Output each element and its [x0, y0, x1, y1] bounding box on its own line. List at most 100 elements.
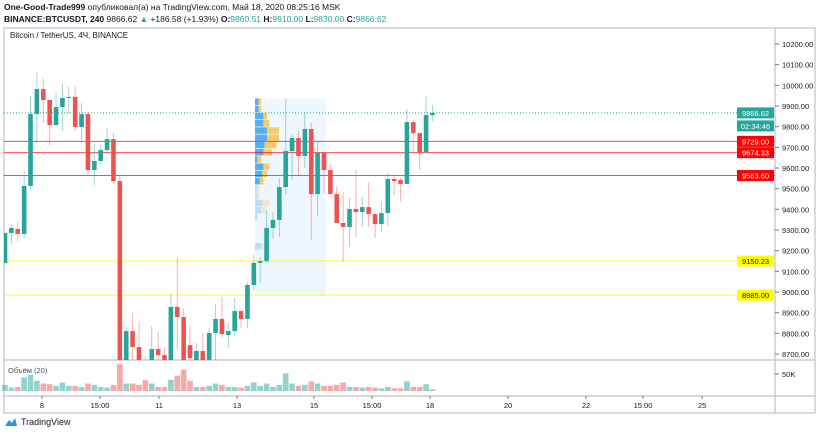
- candle: [391, 174, 397, 196]
- price-axis-label: 10200.00: [782, 40, 813, 49]
- candle: [168, 294, 174, 360]
- candle: [251, 254, 257, 290]
- volume-bar: [180, 369, 187, 391]
- volume-bar: [212, 383, 219, 391]
- candle: [53, 92, 59, 126]
- price-axis-label: 8800.00: [782, 329, 809, 338]
- candle: [328, 164, 333, 195]
- candle: [257, 256, 263, 283]
- profile-up-bar: [255, 185, 258, 192]
- volume-bar: [174, 375, 181, 391]
- volume-bar: [27, 374, 34, 391]
- time-axis-label: 22: [582, 401, 590, 410]
- price-axis-label: 9000.00: [782, 288, 809, 297]
- candle-body: [289, 138, 295, 152]
- tradingview-logo[interactable]: TradingView: [4, 417, 71, 427]
- volume-profile[interactable]: [255, 98, 326, 296]
- candle: [321, 152, 327, 194]
- up-arrow-icon: ▲: [139, 14, 149, 24]
- price-tag-label: 9150.23: [742, 257, 769, 266]
- volume-bar: [97, 386, 104, 391]
- price-axis-label: 9900.00: [782, 102, 809, 111]
- volume-bar: [14, 386, 21, 391]
- candle: [264, 209, 269, 263]
- volume-bar: [117, 363, 123, 391]
- price-tag-bg: [737, 107, 774, 119]
- profile-up-bar: [255, 112, 264, 120]
- symbol-info: BINANCE:BTCUSDT, 240 9866.62 ▲ +186.58 (…: [4, 14, 386, 24]
- candle-body: [430, 112, 435, 116]
- price-tag-bg: [737, 289, 774, 301]
- candle-body: [123, 331, 129, 360]
- volume-bar: [78, 386, 85, 391]
- price-axis-label: 9800.00: [782, 123, 809, 132]
- time-axis-label: 15: [310, 401, 318, 410]
- candle: [359, 196, 365, 227]
- candle-body: [206, 332, 212, 360]
- candle: [372, 212, 378, 239]
- candle: [398, 177, 403, 202]
- candle-body: [379, 213, 384, 225]
- candle-body: [308, 128, 314, 195]
- price-tag-bg: [737, 170, 774, 182]
- price-tag-bg: [737, 135, 774, 147]
- candle-body: [168, 306, 174, 360]
- candle-body: [347, 208, 352, 227]
- candle-body: [92, 160, 97, 171]
- price-axis[interactable]: 10200.00 10100.00 10000.00 9900.00 9800.00 97…: [775, 40, 813, 359]
- author-name[interactable]: One-Good-Trade999: [4, 2, 86, 12]
- price-axis-label: 8900.00: [782, 309, 809, 318]
- candle-body: [4, 232, 8, 264]
- volume-bar: [8, 387, 15, 391]
- candle-body: [72, 96, 78, 128]
- high-value: 9910.00: [272, 14, 304, 24]
- time-axis-label: 20: [504, 401, 512, 410]
- candle: [47, 100, 52, 146]
- price-tag: 9150.23: [737, 255, 774, 267]
- candle: [85, 112, 91, 177]
- candle: [302, 112, 308, 169]
- volume-bar: [404, 381, 410, 391]
- candle: [149, 325, 155, 360]
- candle-body: [359, 207, 365, 213]
- profile-down-bar: [263, 163, 270, 170]
- time-axis-label: 25: [698, 401, 706, 410]
- candle-body: [53, 107, 59, 126]
- profile-up-bar: [255, 214, 258, 221]
- time-axis-label: 13: [233, 401, 241, 410]
- volume-bar: [378, 388, 385, 391]
- volume-bar: [136, 384, 142, 391]
- profile-up-bar: [255, 243, 261, 250]
- price-tags: 9866.62 02:34:46 9729.00 9674.33 9563.60 9150…: [737, 107, 774, 301]
- candle: [60, 84, 65, 132]
- price-tag-bg: [737, 120, 774, 132]
- profile-down-bar: [262, 170, 267, 178]
- price-tag-label: 9563.60: [742, 172, 769, 181]
- candle-body: [104, 139, 110, 151]
- last-price: 9866.62: [106, 14, 138, 24]
- candle-body: [321, 152, 327, 171]
- time-axis[interactable]: 8 15:00 11 13 15 15:00 18 20 22 15:00 25: [40, 396, 706, 410]
- volume-indicator-label[interactable]: Объём (20): [8, 366, 48, 375]
- profile-down-bar: [257, 185, 260, 192]
- volume-bar: [66, 385, 72, 391]
- candle: [28, 96, 33, 189]
- candle: [79, 103, 84, 142]
- candle: [130, 312, 135, 360]
- candle: [219, 297, 225, 339]
- price-change: +186.58 (+1.93%): [150, 14, 219, 24]
- volume-bar: [219, 384, 225, 391]
- profile-up-bar: [255, 156, 258, 163]
- logo-text: TradingView: [21, 417, 71, 427]
- volume-bar: [391, 388, 397, 391]
- candle-body: [219, 318, 225, 335]
- candle-body: [315, 152, 320, 195]
- candle-body: [143, 364, 148, 366]
- low-label: L:: [305, 14, 314, 24]
- candle-body: [60, 97, 65, 108]
- profile-up-bar: [255, 127, 267, 134]
- profile-up-bar: [255, 134, 267, 142]
- candle: [162, 347, 167, 360]
- candle-body: [245, 285, 250, 319]
